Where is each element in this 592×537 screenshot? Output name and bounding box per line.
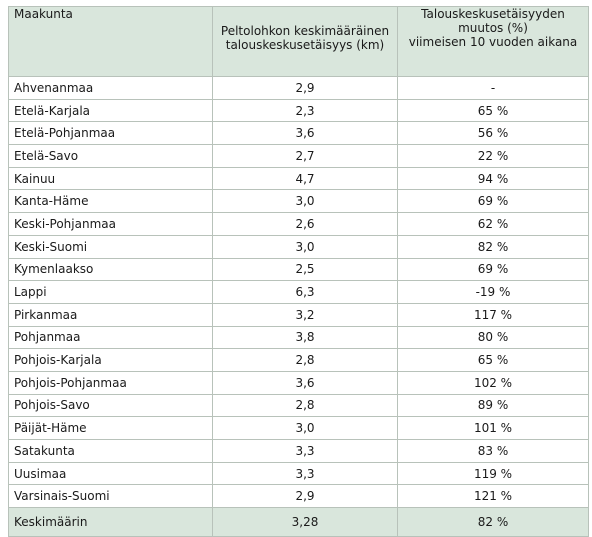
region-cell: Satakunta: [8, 439, 213, 463]
region-cell: Ahvenanmaa: [8, 76, 213, 100]
distance-cell: 2,8: [212, 393, 398, 418]
distance-cell: 3,8: [212, 325, 398, 350]
header-distance: Peltolohkon keskimääräinen talouskeskuse…: [212, 6, 398, 77]
header-change-line3: viimeisen 10 vuoden aikana: [408, 35, 578, 49]
change-cell: 89 %: [397, 393, 589, 418]
table-row: Varsinais-Suomi 2,9 121 %: [8, 484, 589, 509]
header-change-line1: Talouskeskusetäisyyden: [421, 7, 565, 22]
distance-cell: 3,2: [212, 302, 398, 327]
change-cell: 94 %: [397, 166, 589, 191]
region-cell: Päijät-Häme: [8, 416, 213, 440]
table-row: Uusimaa 3,3 119 %: [8, 461, 589, 486]
region-cell: Kymenlaakso: [8, 257, 213, 282]
region-cell: Keski-Pohjanmaa: [8, 212, 213, 236]
change-cell: 69 %: [397, 189, 589, 214]
change-cell: 101 %: [397, 416, 589, 440]
average-distance: 3,28: [212, 507, 398, 537]
table-row: Keski-Pohjanmaa 2,6 62 %: [8, 212, 589, 236]
table-row: Pirkanmaa 3,2 117 %: [8, 302, 589, 327]
header-change-line2: muutos (%): [458, 21, 528, 35]
region-cell: Kainuu: [8, 166, 213, 191]
table-row: Pohjois-Pohjanmaa 3,6 102 %: [8, 370, 589, 395]
distance-cell: 2,8: [212, 348, 398, 372]
table-row: Keski-Suomi 3,0 82 %: [8, 234, 589, 259]
region-cell: Pohjanmaa: [8, 325, 213, 350]
region-cell: Keski-Suomi: [8, 234, 213, 259]
average-row: Keskimäärin 3,28 82 %: [8, 507, 589, 537]
distance-cell: 3,0: [212, 234, 398, 259]
region-cell: Varsinais-Suomi: [8, 484, 213, 509]
header-region: Maakunta: [8, 6, 213, 77]
change-cell: 69 %: [397, 257, 589, 282]
change-cell: 65 %: [397, 98, 589, 123]
distance-cell: 3,3: [212, 461, 398, 486]
table-row: Kainuu 4,7 94 %: [8, 166, 589, 191]
distance-cell: 3,0: [212, 416, 398, 440]
distance-cell: 4,7: [212, 166, 398, 191]
change-cell: 80 %: [397, 325, 589, 350]
region-cell: Etelä-Pohjanmaa: [8, 121, 213, 146]
table-row: Pohjanmaa 3,8 80 %: [8, 325, 589, 350]
distance-cell: 2,5: [212, 257, 398, 282]
distance-cell: 2,7: [212, 144, 398, 168]
change-cell: 121 %: [397, 484, 589, 509]
region-cell: Kanta-Häme: [8, 189, 213, 214]
distance-cell: 3,0: [212, 189, 398, 214]
table-row: Kymenlaakso 2,5 69 %: [8, 257, 589, 282]
change-cell: -: [397, 76, 589, 100]
distance-cell: 3,3: [212, 439, 398, 463]
region-cell: Etelä-Savo: [8, 144, 213, 168]
change-cell: 83 %: [397, 439, 589, 463]
change-cell: 62 %: [397, 212, 589, 236]
change-cell: 119 %: [397, 461, 589, 486]
distance-cell: 3,6: [212, 121, 398, 146]
distance-cell: 2,6: [212, 212, 398, 236]
average-label: Keskimäärin: [8, 507, 213, 537]
table-row: Ahvenanmaa 2,9-: [8, 76, 589, 100]
change-cell: 65 %: [397, 348, 589, 372]
table-row: Etelä-Karjala 2,3 65 %: [8, 98, 589, 123]
change-cell: 102 %: [397, 370, 589, 395]
change-cell: 117 %: [397, 302, 589, 327]
region-distance-table: Maakunta Peltolohkon keskimääräinen talo…: [8, 6, 589, 537]
distance-cell: 2,3: [212, 98, 398, 123]
table-row: Päijät-Häme 3,0 101 %: [8, 416, 589, 440]
change-cell: 56 %: [397, 121, 589, 146]
region-cell: Lappi: [8, 280, 213, 304]
distance-cell: 6,3: [212, 280, 398, 304]
distance-cell: 3,6: [212, 370, 398, 395]
region-cell: Uusimaa: [8, 461, 213, 486]
header-distance-line2: talouskeskusetäisyys (km): [225, 38, 385, 52]
table-row: Kanta-Häme 3,0 69 %: [8, 189, 589, 214]
region-cell: Pohjois-Pohjanmaa: [8, 370, 213, 395]
distance-cell: 2,9: [212, 484, 398, 509]
table-row: Etelä-Savo 2,7 22 %: [8, 144, 589, 168]
region-cell: Pohjois-Karjala: [8, 348, 213, 372]
distance-cell: 2,9: [212, 76, 398, 100]
table-row: Lappi 6,3 -19 %: [8, 280, 589, 304]
change-cell: 22 %: [397, 144, 589, 168]
average-change: 82 %: [397, 507, 589, 537]
table-row: Etelä-Pohjanmaa 3,6 56 %: [8, 121, 589, 146]
change-cell: 82 %: [397, 234, 589, 259]
region-cell: Etelä-Karjala: [8, 98, 213, 123]
header-row: Maakunta Peltolohkon keskimääräinen talo…: [8, 6, 589, 77]
table-row: Satakunta 3,3 83 %: [8, 439, 589, 463]
table-row: Pohjois-Karjala 2,8 65 %: [8, 348, 589, 372]
region-cell: Pirkanmaa: [8, 302, 213, 327]
change-cell: -19 %: [397, 280, 589, 304]
header-distance-line1: Peltolohkon keskimääräinen: [220, 24, 390, 38]
region-cell: Pohjois-Savo: [8, 393, 213, 418]
header-change: Talouskeskusetäisyyden muutos (%) viimei…: [397, 6, 589, 77]
table-row: Pohjois-Savo 2,8 89 %: [8, 393, 589, 418]
